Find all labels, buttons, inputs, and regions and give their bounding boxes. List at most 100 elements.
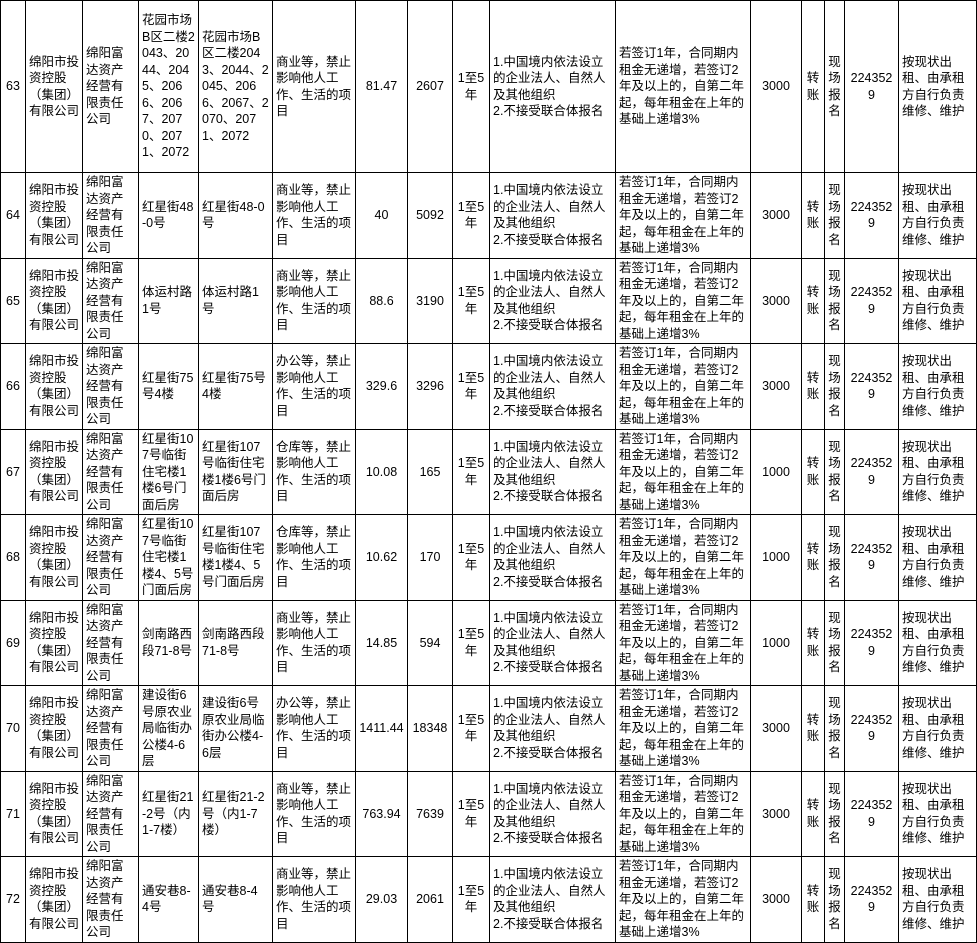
agent-cell: 绵阳富达资产经营有限责任公司 [82,428,139,515]
telephone-cell: 2243529 [844,770,899,857]
telephone-cell: 2243529 [844,172,899,259]
rent-cell: 3190 [407,257,453,344]
note-cell: 按现状出租、由承租方自行负责维修、维护 [898,428,977,515]
rent-cell: 594 [407,599,453,686]
deposit-cell: 3000 [750,685,802,772]
qualification-cell-text: 1.中国境内依法设立的企业法人、自然人及其他组织 2.不接受联合体报名 [493,268,606,333]
table-row: 66 绵阳市投资控股（集团）有限公司 绵阳富达资产经营有限责任公司 红星街75号4楼红… [0,343,977,430]
qualification-cell: 1.中国境内依法设立的企业法人、自然人及其他组织 2.不接受联合体报名 [489,343,616,430]
area-cell-text: 40 [374,208,389,222]
use-cell-text: 办公等，禁止影响他人工作、生活的项目 [276,354,352,418]
registration-cell: 现场报名 [824,514,845,601]
owner-cell-text: 绵阳市投资控股（集团）有限公司 [29,54,80,119]
location-cell: 红星街107号临街住宅楼1楼6号门面后房 [138,428,199,515]
agent-cell: 绵阳富达资产经营有限责任公司 [82,856,139,943]
location-cell-text: 红星街21-2号（内1-7楼） [142,790,194,837]
address-cell: 红星街107号临街住宅楼1楼6号门面后房 [198,428,273,515]
term-cell-text: 1至5年 [457,798,485,829]
use-cell-text: 商业等，禁止影响他人工作、生活的项目 [276,268,352,333]
row-index-cell: 67 [0,428,26,515]
payment-cell-text: 转账 [806,456,820,487]
agent-cell-text: 绵阳富达资产经营有限责任公司 [86,46,124,127]
owner-cell: 绵阳市投资控股（集团）有限公司 [25,856,83,943]
escalation-cell-text: 若签订1年，合同期内租金无递增，若签订2年及以上的，自第二年起，每年租金在上年的… [619,773,745,854]
deposit-cell: 3000 [750,770,802,857]
location-cell: 红星街107号临街住宅楼1楼4、5号门面后房 [138,514,199,601]
rent-cell-text: 165 [419,464,441,479]
note-cell-text: 按现状出租、由承租方自行负责维修、维护 [902,781,965,846]
address-cell: 建设街6号原农业局临街办公楼4-6层 [198,685,273,772]
escalation-cell-text: 若签订1年，合同期内租金无递增，若签订2年及以上的，自第二年起，每年租金在上年的… [619,517,745,597]
location-cell-text: 红星街107号临街住宅楼1楼4、5号门面后房 [142,517,194,597]
agent-cell: 绵阳富达资产经营有限责任公司 [82,257,139,344]
term-cell-text: 1至5年 [457,71,485,102]
telephone-cell: 2243529 [844,685,899,772]
registration-cell-text: 现场报名 [828,354,841,418]
agent-cell: 绵阳富达资产经营有限责任公司 [82,685,139,772]
table-row: 72 绵阳市投资控股（集团）有限公司 绵阳富达资产经营有限责任公司 通安巷8-4号 通安… [0,856,977,943]
owner-cell-text: 绵阳市投资控股（集团）有限公司 [29,354,80,418]
payment-cell: 转账 [801,770,825,857]
term-cell: 1至5年 [452,599,490,686]
telephone-cell-text: 2243529 [850,456,893,487]
rent-cell: 18348 [407,685,453,772]
rent-cell: 3296 [407,343,453,430]
note-cell: 按现状出租、由承租方自行负责维修、维护 [898,685,977,772]
registration-cell-text: 现场报名 [828,268,841,333]
note-cell-text: 按现状出租、由承租方自行负责维修、维护 [902,867,965,931]
location-cell: 剑南路西段71-8号 [138,599,199,686]
qualification-cell: 1.中国境内依法设立的企业法人、自然人及其他组织 2.不接受联合体报名 [489,428,616,515]
location-cell: 红星街75号4楼 [138,343,199,430]
use-cell: 仓库等，禁止影响他人工作、生活的项目 [272,514,356,601]
qualification-cell: 1.中国境内依法设立的企业法人、自然人及其他组织 2.不接受联合体报名 [489,172,616,259]
area-cell: 1411.44 [355,685,408,772]
row-index-cell-text: 72 [6,892,20,906]
qualification-cell: 1.中国境内依法设立的企业法人、自然人及其他组织 2.不接受联合体报名 [489,685,616,772]
deposit-cell: 3000 [750,856,802,943]
use-cell: 商业等，禁止影响他人工作、生活的项目 [272,257,356,344]
area-cell-text: 29.03 [365,892,398,906]
deposit-cell: 3000 [750,172,802,259]
registration-cell-text: 现场报名 [828,54,841,119]
payment-cell-text: 转账 [806,199,820,231]
telephone-cell: 2243529 [844,599,899,686]
qualification-cell: 1.中国境内依法设立的企业法人、自然人及其他组织 2.不接受联合体报名 [489,770,616,857]
row-index-cell: 64 [0,172,26,259]
area-cell-text: 329.6 [365,379,398,393]
row-index-cell-text: 69 [6,635,20,650]
address-cell-text: 建设街6号原农业局临街办公楼4-6层 [202,696,265,760]
area-cell-text: 10.08 [365,464,398,479]
payment-cell-text: 转账 [806,541,820,573]
area-cell: 329.6 [355,343,408,430]
agent-cell: 绵阳富达资产经营有限责任公司 [82,172,139,259]
term-cell: 1至5年 [452,856,490,943]
use-cell: 商业等，禁止影响他人工作、生活的项目 [272,172,356,259]
address-cell-text: 红星街107号临街住宅楼1楼6号门面后房 [202,439,266,504]
registration-cell: 现场报名 [824,770,845,857]
table-row: 65 绵阳市投资控股（集团）有限公司 绵阳富达资产经营有限责任公司 体运村路1号 体运村… [0,257,977,344]
qualification-cell-text: 1.中国境内依法设立的企业法人、自然人及其他组织 2.不接受联合体报名 [493,781,606,846]
registration-cell: 现场报名 [824,428,845,515]
term-cell: 1至5年 [452,428,490,515]
registration-cell-text: 现场报名 [828,439,841,504]
agent-cell-text: 绵阳富达资产经营有限责任公司 [86,688,124,768]
note-cell: 按现状出租、由承租方自行负责维修、维护 [898,172,977,259]
location-cell-text: 剑南路西段71-8号 [142,627,193,658]
owner-cell-text: 绵阳市投资控股（集团）有限公司 [29,867,80,931]
note-cell-text: 按现状出租、由承租方自行负责维修、维护 [902,354,965,418]
qualification-cell-text: 1.中国境内依法设立的企业法人、自然人及其他组织 2.不接受联合体报名 [493,439,606,504]
row-index-cell: 65 [0,257,26,344]
qualification-cell: 1.中国境内依法设立的企业法人、自然人及其他组织 2.不接受联合体报名 [489,856,616,943]
term-cell-text: 1至5年 [457,627,485,658]
rent-cell-text: 18348 [412,721,448,735]
note-cell-text: 按现状出租、由承租方自行负责维修、维护 [902,696,965,760]
area-cell: 29.03 [355,856,408,943]
location-cell: 建设街6号原农业局临街办公楼4-6层 [138,685,199,772]
payment-cell: 转账 [801,685,825,772]
payment-cell-text: 转账 [806,285,820,316]
agent-cell: 绵阳富达资产经营有限责任公司 [82,343,139,430]
qualification-cell: 1.中国境内依法设立的企业法人、自然人及其他组织 2.不接受联合体报名 [489,514,616,601]
location-cell: 通安巷8-4号 [138,856,199,943]
agent-cell-text: 绵阳富达资产经营有限责任公司 [86,517,124,597]
